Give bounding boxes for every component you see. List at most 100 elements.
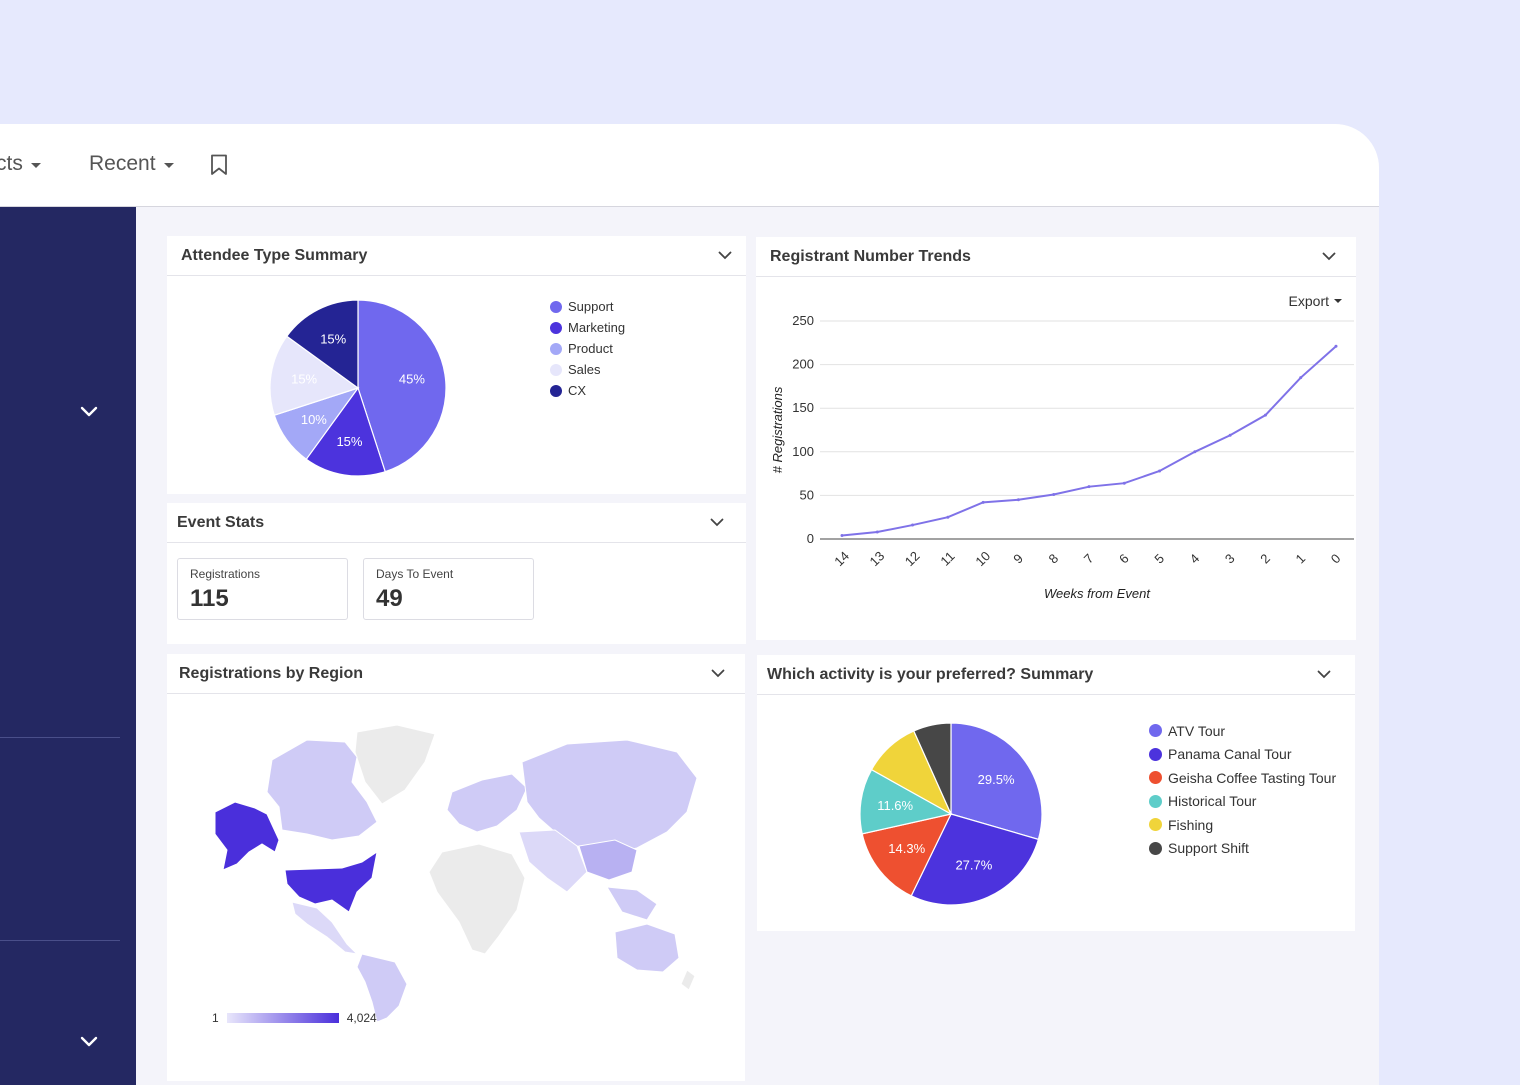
pie-slice-historical-tour[interactable] bbox=[859, 768, 953, 835]
pie-slice-sales[interactable] bbox=[269, 335, 360, 416]
map-region-new-zealand bbox=[680, 969, 696, 991]
pie-slice-cx[interactable] bbox=[285, 299, 359, 390]
registrations-by-region-card: Registrations by Region bbox=[167, 654, 745, 1081]
data-point[interactable] bbox=[840, 534, 844, 538]
x-tick-label: 2 bbox=[1257, 551, 1273, 567]
map-region-australia bbox=[614, 923, 680, 973]
x-tick-label: 8 bbox=[1045, 551, 1061, 567]
data-point[interactable] bbox=[1016, 498, 1020, 502]
legend-swatch bbox=[1149, 747, 1162, 761]
chevron-down-icon[interactable] bbox=[711, 669, 725, 678]
data-point[interactable] bbox=[1193, 450, 1197, 454]
data-point[interactable] bbox=[1087, 485, 1091, 489]
legend-label: Fishing bbox=[1168, 816, 1214, 833]
attendee-legend: Support Marketing Product Sales CX bbox=[550, 296, 625, 401]
data-point[interactable] bbox=[911, 523, 915, 527]
pie-data-label: 27.7% bbox=[955, 858, 992, 873]
data-point[interactable] bbox=[1052, 493, 1056, 497]
data-point[interactable] bbox=[1334, 344, 1338, 348]
chevron-down-icon[interactable] bbox=[1322, 252, 1336, 261]
chevron-down-icon[interactable] bbox=[710, 518, 724, 527]
legend-item: Product bbox=[550, 338, 625, 359]
legend-item: CX bbox=[550, 380, 625, 401]
chevron-down-icon[interactable] bbox=[1317, 670, 1331, 679]
legend-swatch bbox=[1149, 841, 1162, 855]
bookmark-icon[interactable] bbox=[210, 154, 228, 181]
stat-value: 49 bbox=[376, 585, 403, 612]
map-region-africa bbox=[428, 843, 526, 955]
chevron-down-icon[interactable] bbox=[80, 405, 98, 423]
y-tick-label: 100 bbox=[792, 444, 814, 459]
export-button[interactable]: Export bbox=[1289, 293, 1342, 309]
pie-slice-marketing[interactable] bbox=[305, 386, 386, 477]
data-point[interactable] bbox=[875, 530, 879, 534]
pie-slice-atv-tour[interactable] bbox=[950, 722, 1043, 841]
pie-data-label: 15% bbox=[291, 371, 317, 386]
card-title: Registrant Number Trends bbox=[770, 247, 971, 265]
pie-data-label: 11.6% bbox=[877, 798, 913, 813]
map-region-south-america bbox=[356, 953, 408, 1022]
legend-swatch bbox=[1149, 794, 1162, 808]
y-tick-label: 0 bbox=[807, 531, 814, 546]
pie-slice-geisha-coffee-tasting-tour[interactable] bbox=[861, 813, 953, 897]
x-tick-label: 7 bbox=[1081, 551, 1097, 567]
pie-data-label: 10% bbox=[301, 412, 327, 427]
legend-max-label: 4,024 bbox=[346, 1011, 377, 1025]
caret-down-icon bbox=[163, 163, 174, 168]
x-tick-label: 5 bbox=[1151, 551, 1167, 567]
x-tick-label: 10 bbox=[972, 548, 993, 569]
x-axis-title: Weeks from Event bbox=[1044, 586, 1151, 601]
card-header: Attendee Type Summary bbox=[167, 236, 746, 276]
legend-item: Fishing bbox=[1149, 813, 1336, 837]
sidebar bbox=[0, 207, 136, 1085]
pie-data-label: 15% bbox=[320, 331, 346, 346]
x-tick-label: 1 bbox=[1292, 551, 1308, 567]
pie-slice-panama-canal-tour[interactable] bbox=[910, 813, 1040, 906]
map-region-united-states bbox=[284, 850, 378, 913]
x-tick-label: 4 bbox=[1187, 551, 1203, 567]
map-region-greenland bbox=[354, 724, 436, 805]
data-point[interactable] bbox=[1228, 433, 1232, 437]
chevron-down-icon[interactable] bbox=[80, 1035, 98, 1053]
data-point[interactable] bbox=[1122, 481, 1126, 485]
data-point[interactable] bbox=[946, 515, 950, 519]
activity-summary-card: Which activity is your preferred? Summar… bbox=[757, 655, 1355, 931]
nav-menu-products-label: cts bbox=[0, 152, 23, 175]
stat-label: Days To Event bbox=[376, 567, 454, 581]
world-map[interactable] bbox=[167, 722, 745, 1022]
stat-label: Registrations bbox=[190, 567, 261, 581]
x-tick-label: 6 bbox=[1116, 551, 1132, 567]
pie-slice-support-shift[interactable] bbox=[913, 722, 952, 815]
days-to-event-stat: Days To Event 49 bbox=[363, 558, 534, 620]
legend-swatch bbox=[1149, 771, 1162, 785]
data-point[interactable] bbox=[1299, 376, 1303, 380]
legend-label: Support Shift bbox=[1168, 840, 1249, 857]
map-region-central-america bbox=[291, 901, 359, 955]
series-line[interactable] bbox=[841, 345, 1337, 537]
data-point[interactable] bbox=[1158, 469, 1162, 473]
map-region-alaska bbox=[214, 801, 280, 871]
legend-swatch bbox=[550, 384, 562, 397]
pie-slice-support[interactable] bbox=[357, 299, 447, 473]
nav-menu-products[interactable]: cts bbox=[0, 152, 41, 176]
legend-label: Support bbox=[568, 299, 614, 314]
legend-item: Marketing bbox=[550, 317, 625, 338]
legend-item: Historical Tour bbox=[1149, 790, 1336, 814]
y-tick-label: 200 bbox=[792, 357, 814, 372]
nav-menu-recent[interactable]: Recent bbox=[89, 152, 174, 176]
card-header: Registrations by Region bbox=[167, 654, 745, 694]
card-title: Attendee Type Summary bbox=[181, 246, 368, 264]
registrant-trends-card: Registrant Number Trends Export 0 50 100 15… bbox=[756, 237, 1356, 640]
data-point[interactable] bbox=[981, 500, 985, 504]
data-point[interactable] bbox=[1263, 413, 1267, 417]
x-tick-label: 9 bbox=[1010, 551, 1026, 567]
legend-label: Product bbox=[568, 341, 613, 356]
legend-label: Historical Tour bbox=[1168, 793, 1257, 810]
y-axis-title: # Registrations bbox=[770, 386, 785, 473]
legend-item: Panama Canal Tour bbox=[1149, 743, 1336, 767]
card-title: Event Stats bbox=[177, 513, 265, 531]
chevron-down-icon[interactable] bbox=[718, 251, 732, 260]
export-label: Export bbox=[1288, 293, 1329, 309]
